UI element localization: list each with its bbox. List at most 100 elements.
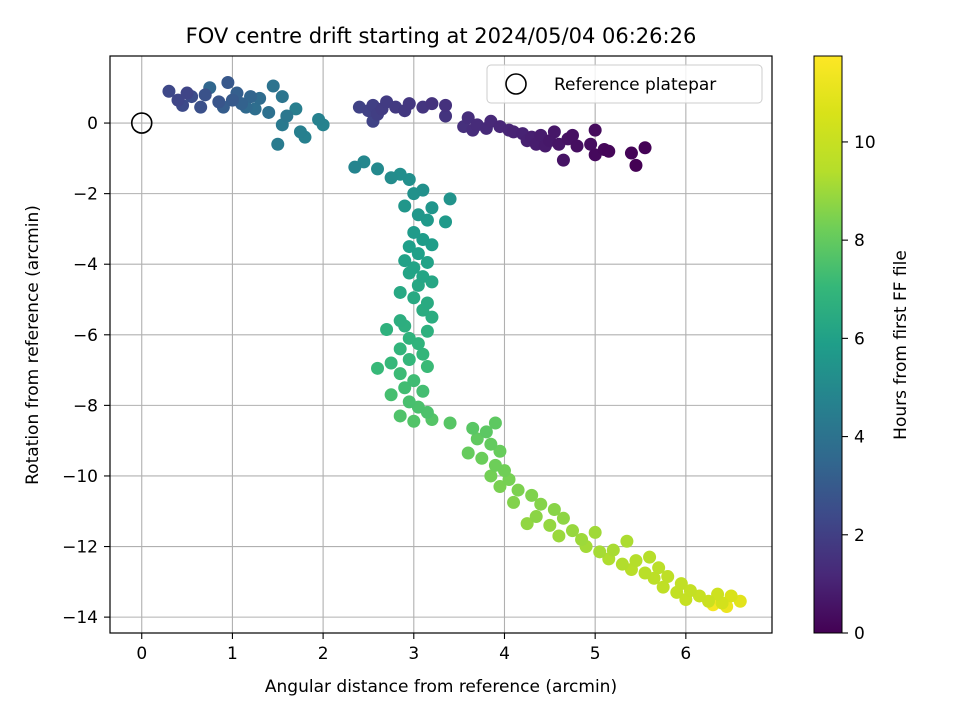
data-point xyxy=(371,361,385,375)
data-point xyxy=(652,561,666,575)
data-point xyxy=(225,93,239,107)
ticks-layer: 0 1 2 3 4 5 6 0 −2 −4 −6 −8 −10 −12 −14 xyxy=(62,114,691,664)
data-point xyxy=(407,261,421,275)
colorbar-tick-label: 4 xyxy=(854,428,865,448)
colorbar-ticks: 0 2 4 6 8 10 xyxy=(842,133,876,644)
data-point xyxy=(475,451,489,465)
colorbar-tick-label: 10 xyxy=(854,133,876,153)
data-point xyxy=(570,139,584,153)
data-point xyxy=(439,215,453,229)
data-point xyxy=(275,90,289,104)
data-point xyxy=(711,587,725,601)
data-point xyxy=(398,199,412,213)
data-point xyxy=(588,123,602,137)
data-point xyxy=(470,432,484,446)
data-point xyxy=(271,137,285,151)
data-point xyxy=(221,75,235,89)
data-point xyxy=(402,331,416,345)
data-point xyxy=(443,416,457,430)
data-point xyxy=(398,381,412,395)
data-point xyxy=(402,240,416,254)
y-tick-label: −14 xyxy=(62,608,98,628)
data-point xyxy=(543,518,557,532)
data-point xyxy=(312,113,326,127)
data-point xyxy=(393,342,407,356)
data-point xyxy=(461,446,475,460)
data-point xyxy=(484,469,498,483)
data-point xyxy=(443,192,457,206)
data-point xyxy=(420,296,434,310)
data-point xyxy=(420,255,434,269)
data-point xyxy=(420,360,434,374)
data-point xyxy=(425,310,439,324)
data-point xyxy=(371,162,385,176)
data-point xyxy=(266,79,280,93)
data-point xyxy=(529,510,543,524)
data-point xyxy=(565,128,579,142)
y-tick-label: −4 xyxy=(73,255,98,275)
data-point xyxy=(520,517,534,531)
colorbar-label: Hours from first FF file xyxy=(891,250,911,440)
data-point xyxy=(398,254,412,268)
grid-layer xyxy=(110,56,772,633)
data-point xyxy=(724,589,738,603)
x-tick-label: 3 xyxy=(408,644,419,664)
data-point xyxy=(556,511,570,525)
y-axis-label: Rotation from reference (arcmin) xyxy=(23,205,43,485)
y-tick-label: −8 xyxy=(73,396,98,416)
data-point xyxy=(683,584,697,598)
data-point xyxy=(416,384,430,398)
data-point xyxy=(289,102,303,116)
data-point xyxy=(212,95,226,109)
data-point xyxy=(624,146,638,160)
colorbar-tick-label: 0 xyxy=(854,624,865,644)
y-tick-label: −10 xyxy=(62,467,98,487)
y-tick-label: 0 xyxy=(87,114,98,134)
data-point xyxy=(461,111,475,125)
data-point xyxy=(615,557,629,571)
data-point xyxy=(511,483,525,497)
data-point xyxy=(407,374,421,388)
data-point xyxy=(602,144,616,158)
data-point xyxy=(411,247,425,261)
data-point xyxy=(393,314,407,328)
data-point xyxy=(198,88,212,102)
colorbar-tick-label: 6 xyxy=(854,329,865,349)
data-point xyxy=(416,233,430,247)
data-point xyxy=(556,153,570,167)
data-point xyxy=(380,323,394,337)
data-point xyxy=(565,524,579,538)
data-point xyxy=(416,183,430,197)
data-point xyxy=(674,577,688,591)
data-point xyxy=(384,388,398,402)
data-point xyxy=(638,141,652,155)
data-point xyxy=(171,93,185,107)
data-point xyxy=(525,488,539,502)
data-point xyxy=(425,201,439,215)
data-point xyxy=(384,356,398,370)
data-point xyxy=(425,97,439,111)
legend-marker-icon xyxy=(505,73,527,95)
x-tick-label: 6 xyxy=(680,644,691,664)
data-point xyxy=(194,100,208,114)
data-point xyxy=(439,109,453,123)
x-tick-label: 0 xyxy=(136,644,147,664)
data-point xyxy=(416,270,430,284)
data-point xyxy=(402,97,416,111)
data-point xyxy=(552,529,566,543)
data-point xyxy=(593,545,607,559)
points-layer xyxy=(130,75,747,614)
data-point xyxy=(493,480,507,494)
data-point xyxy=(588,525,602,539)
data-point xyxy=(575,532,589,546)
data-point xyxy=(656,580,670,594)
data-point xyxy=(479,425,493,439)
x-tick-label: 2 xyxy=(318,644,329,664)
colorbar-tick-label: 8 xyxy=(854,231,865,251)
y-tick-label: −2 xyxy=(73,185,98,205)
data-point xyxy=(484,437,498,451)
legend-box xyxy=(486,64,763,104)
data-point xyxy=(466,421,480,435)
